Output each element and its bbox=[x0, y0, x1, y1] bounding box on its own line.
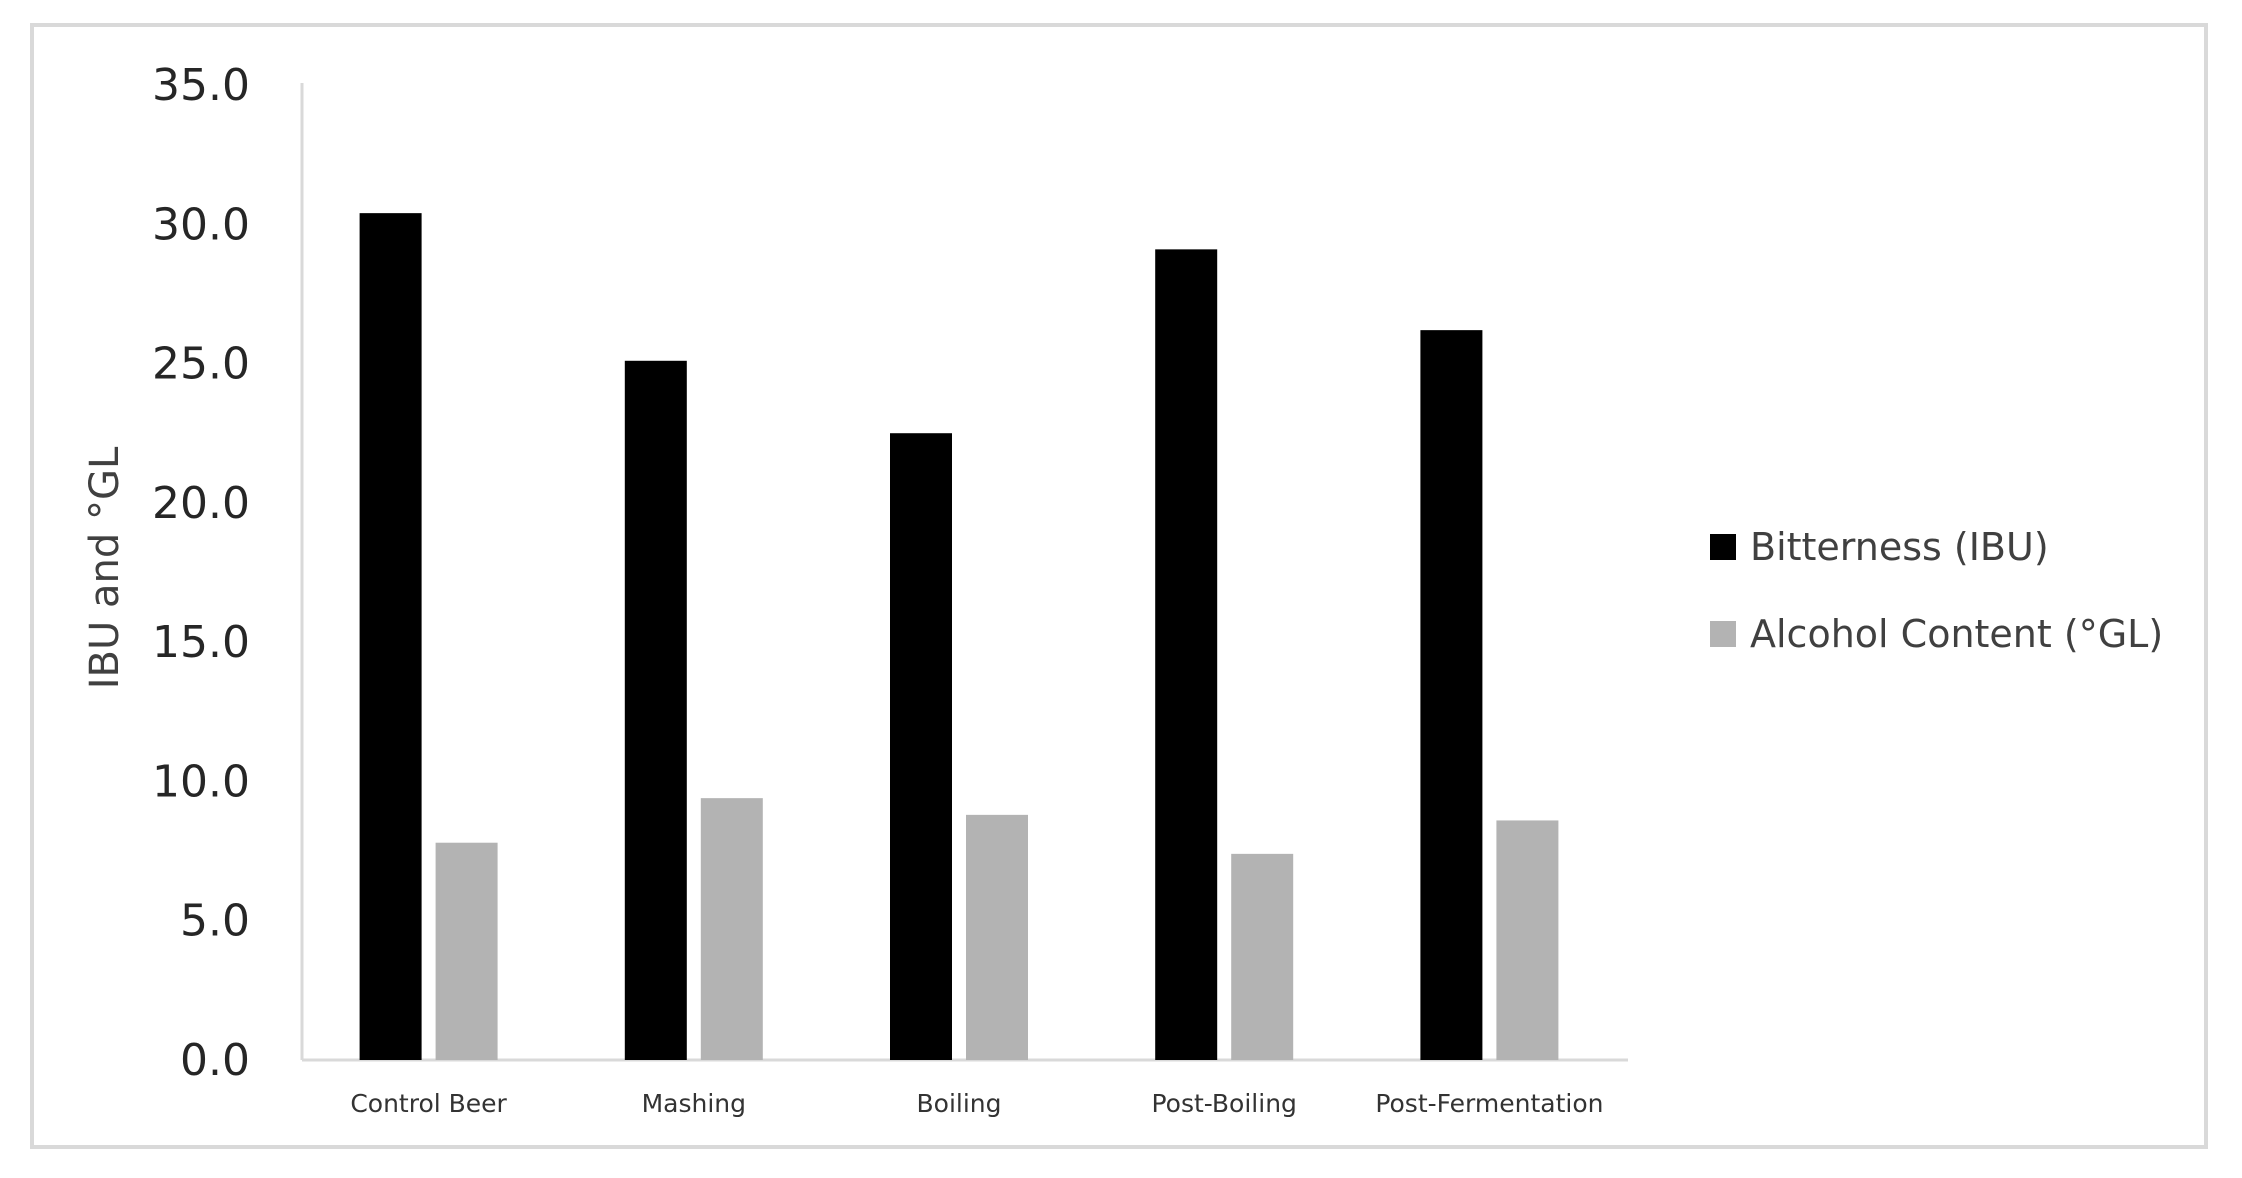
bar-alcohol bbox=[435, 842, 498, 1060]
legend-swatch bbox=[1710, 534, 1736, 560]
bar-bitterness bbox=[1420, 330, 1483, 1061]
x-category-label: Boiling bbox=[917, 1089, 1002, 1118]
x-category-label: Post-Boiling bbox=[1151, 1089, 1296, 1118]
y-tick-label: 15.0 bbox=[152, 617, 250, 668]
bar-bitterness bbox=[359, 213, 422, 1061]
bar-alcohol bbox=[966, 814, 1028, 1060]
y-axis-title: IBU and °GL bbox=[82, 446, 128, 689]
legend-label: Alcohol Content (°GL) bbox=[1750, 612, 2163, 656]
legend: Bitterness (IBU) Alcohol Content (°GL) bbox=[1710, 525, 2163, 656]
legend-swatch bbox=[1710, 621, 1736, 647]
bar-alcohol bbox=[1231, 853, 1294, 1060]
y-tick-label: 20.0 bbox=[152, 478, 250, 529]
bar-alcohol bbox=[1496, 820, 1559, 1060]
bar-bitterness bbox=[890, 433, 952, 1060]
plot-area: 0.0 5.0 10.0 15.0 20.0 25.0 30.0 35.0 Control Be… bbox=[152, 60, 1628, 1118]
bar-alcohol bbox=[700, 798, 763, 1060]
y-tick-label: 10.0 bbox=[152, 756, 250, 807]
y-tick-label: 25.0 bbox=[152, 339, 250, 390]
y-tick-label: 35.0 bbox=[152, 60, 250, 111]
x-category-label: Control Beer bbox=[350, 1089, 507, 1118]
bar-bitterness bbox=[1155, 249, 1218, 1060]
y-tick-label: 30.0 bbox=[152, 199, 250, 250]
x-category-label: Post-Fermentation bbox=[1375, 1089, 1603, 1118]
y-tick-label: 0.0 bbox=[180, 1035, 250, 1086]
bar-bitterness bbox=[624, 360, 687, 1060]
x-category-label: Mashing bbox=[642, 1089, 746, 1118]
y-tick-label: 5.0 bbox=[180, 896, 250, 947]
legend-label: Bitterness (IBU) bbox=[1750, 525, 2049, 569]
